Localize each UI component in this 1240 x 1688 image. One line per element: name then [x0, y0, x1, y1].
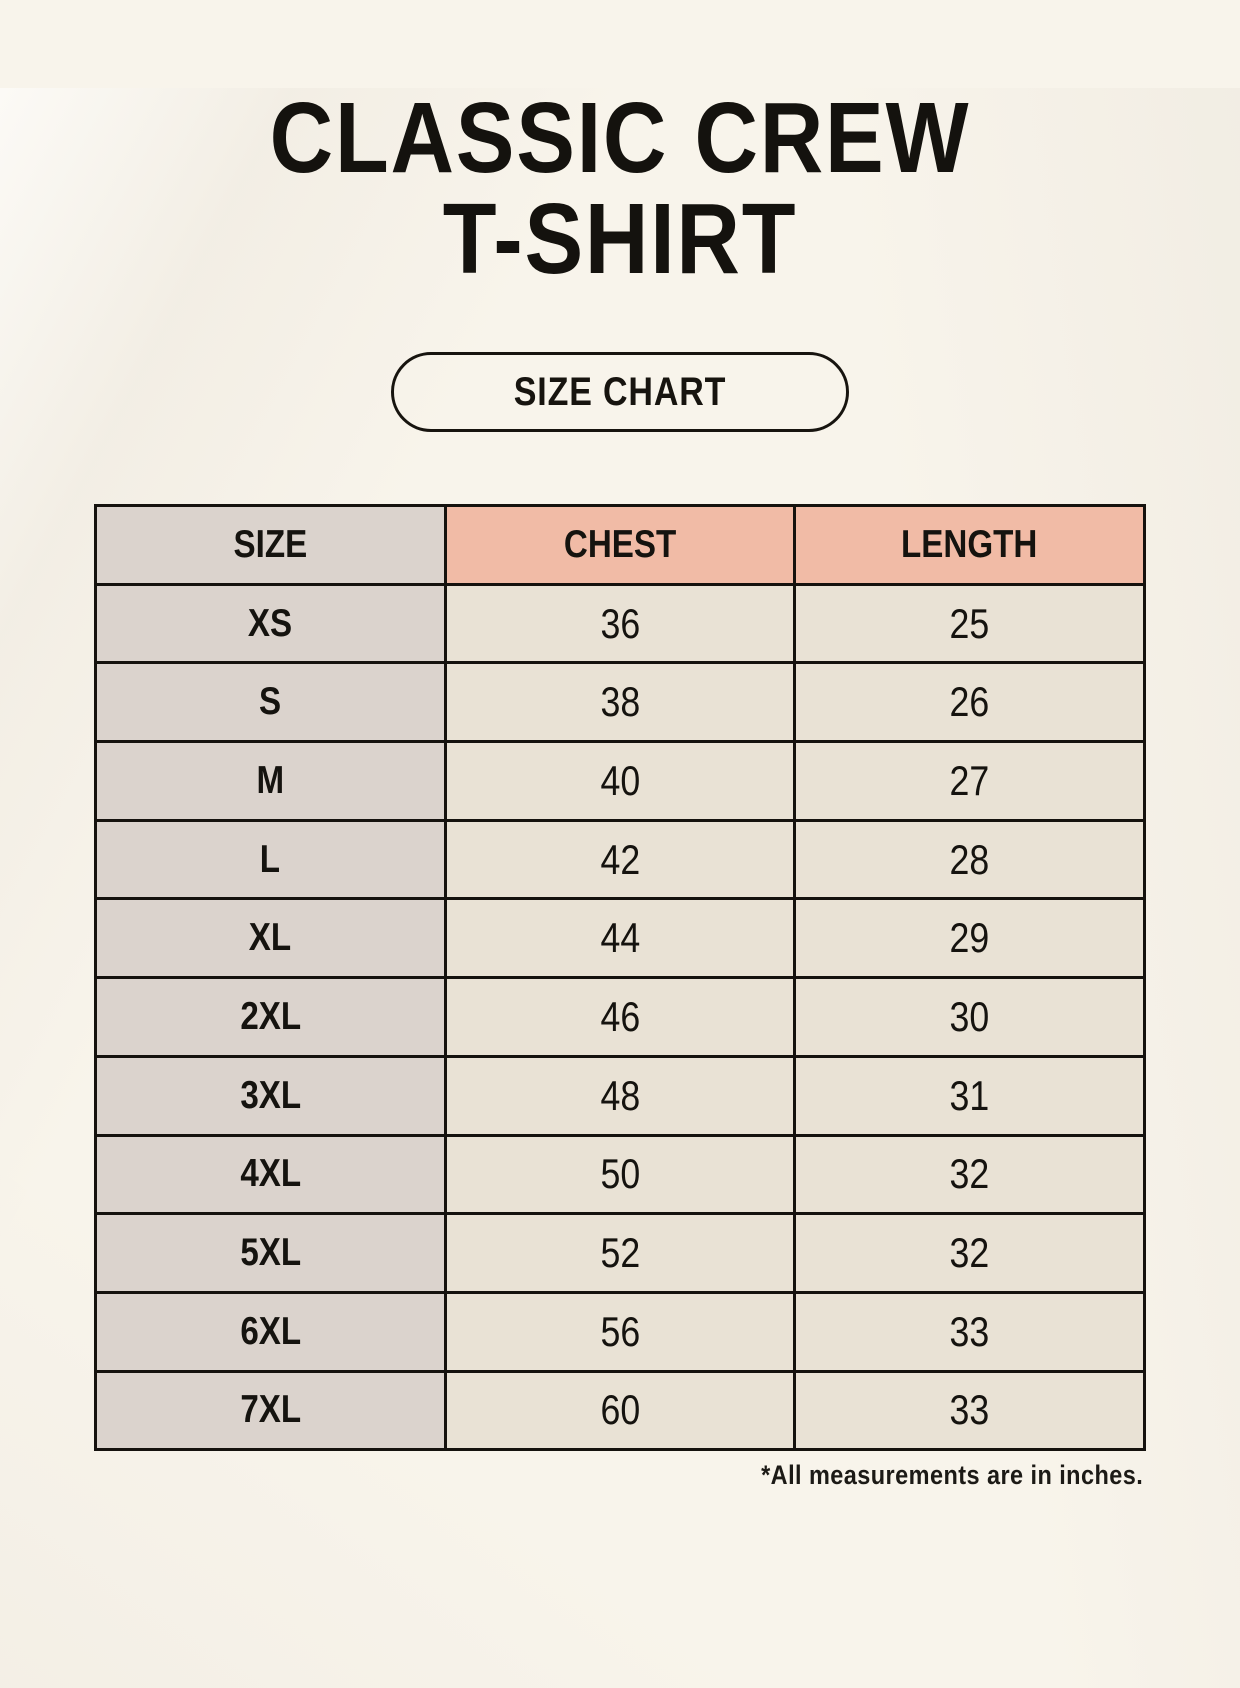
length-value: 31	[949, 1071, 990, 1119]
size-cell: 6XL	[94, 1290, 447, 1373]
size-cell: L	[94, 818, 447, 901]
chest-value: 56	[600, 1307, 640, 1355]
table-header-row: SIZE CHEST LENGTH	[94, 504, 1146, 586]
length-value: 25	[949, 599, 990, 647]
length-value: 32	[949, 1150, 990, 1198]
size-cell: 7XL	[94, 1369, 447, 1452]
chest-cell: 36	[443, 582, 797, 665]
size-cell: 4XL	[94, 1133, 447, 1216]
chest-value: 50	[600, 1150, 640, 1198]
column-header-size: SIZE	[94, 504, 447, 586]
page-title-line-2: T-SHIRT	[442, 183, 798, 295]
table-row: 4XL 50 32	[94, 1133, 1146, 1216]
chest-cell: 48	[443, 1054, 797, 1137]
size-label: XS	[248, 601, 293, 645]
chest-value: 40	[600, 756, 640, 804]
size-chart-button-label: SIZE CHART	[513, 370, 727, 414]
table-row: 6XL 56 33	[94, 1290, 1146, 1373]
size-cell: S	[94, 661, 447, 744]
length-value: 32	[949, 1229, 990, 1277]
chest-value: 36	[600, 599, 640, 647]
length-cell: 31	[793, 1054, 1146, 1137]
size-label: 6XL	[239, 1309, 301, 1353]
chest-cell: 38	[443, 661, 797, 744]
measurements-footnote-text: *All measurements are in inches.	[761, 1460, 1144, 1491]
chest-value: 60	[600, 1386, 640, 1434]
table-row: L 42 28	[94, 818, 1146, 901]
chest-cell: 60	[443, 1369, 797, 1452]
length-cell: 33	[793, 1369, 1146, 1452]
size-cell: XL	[94, 897, 447, 980]
length-cell: 32	[793, 1212, 1146, 1294]
chest-value: 44	[600, 914, 640, 962]
length-value: 29	[949, 914, 990, 962]
length-value: 26	[949, 678, 990, 726]
size-label: L	[260, 837, 281, 881]
size-cell: 5XL	[94, 1212, 447, 1294]
column-header-length: LENGTH	[793, 504, 1146, 586]
table-row: S 38 26	[94, 661, 1146, 744]
size-label: 2XL	[239, 994, 301, 1038]
size-chart-button[interactable]: SIZE CHART	[391, 352, 849, 432]
chest-value: 42	[600, 835, 640, 883]
size-label: M	[256, 758, 285, 802]
length-cell: 33	[793, 1290, 1146, 1373]
length-value: 33	[949, 1307, 990, 1355]
size-cell: 3XL	[94, 1054, 447, 1137]
chest-cell: 46	[443, 976, 797, 1058]
column-header-chest-label: CHEST	[563, 522, 677, 566]
length-value: 28	[949, 835, 990, 883]
table-row: 5XL 52 32	[94, 1212, 1146, 1294]
chest-value: 38	[600, 678, 640, 726]
column-header-size-label: SIZE	[233, 522, 308, 566]
length-cell: 28	[793, 818, 1146, 901]
size-cell: XS	[94, 582, 447, 665]
page-title-line-1: CLASSIC CREW	[269, 82, 971, 194]
table-row: XL 44 29	[94, 897, 1146, 980]
chest-cell: 42	[443, 818, 797, 901]
chest-value: 46	[600, 992, 640, 1040]
page-title: CLASSIC CREW T-SHIRT	[0, 88, 1240, 290]
size-label: S	[259, 680, 282, 724]
size-label: 5XL	[239, 1231, 301, 1275]
chest-value: 52	[600, 1229, 640, 1277]
size-cell: 2XL	[94, 976, 447, 1058]
chest-value: 48	[600, 1071, 640, 1119]
length-cell: 27	[793, 740, 1146, 822]
chest-cell: 52	[443, 1212, 797, 1294]
length-value: 30	[949, 992, 990, 1040]
chest-cell: 44	[443, 897, 797, 980]
chest-cell: 56	[443, 1290, 797, 1373]
size-cell: M	[94, 740, 447, 822]
length-cell: 30	[793, 976, 1146, 1058]
table-row: 2XL 46 30	[94, 976, 1146, 1058]
length-cell: 32	[793, 1133, 1146, 1216]
column-header-length-label: LENGTH	[901, 522, 1038, 566]
measurements-footnote: *All measurements are in inches.	[97, 1460, 1144, 1491]
length-cell: 26	[793, 661, 1146, 744]
size-label: XL	[249, 916, 292, 960]
chest-cell: 40	[443, 740, 797, 822]
size-label: 7XL	[239, 1388, 301, 1432]
table-row: XS 36 25	[94, 582, 1146, 665]
size-label: 3XL	[239, 1073, 301, 1117]
table-row: 7XL 60 33	[94, 1369, 1146, 1452]
length-cell: 29	[793, 897, 1146, 980]
length-value: 33	[949, 1386, 990, 1434]
column-header-chest: CHEST	[443, 504, 797, 586]
length-value: 27	[949, 756, 990, 804]
size-label: 4XL	[239, 1152, 301, 1196]
chest-cell: 50	[443, 1133, 797, 1216]
size-chart-table: SIZE CHEST LENGTH XS 36 25 S 38 26 M 40 …	[94, 504, 1146, 1452]
size-chart-page: CLASSIC CREW T-SHIRT SIZE CHART SIZE CHE…	[0, 88, 1240, 1688]
size-chart-button-row: SIZE CHART	[0, 352, 1240, 432]
table-row: 3XL 48 31	[94, 1054, 1146, 1137]
table-row: M 40 27	[94, 740, 1146, 822]
length-cell: 25	[793, 582, 1146, 665]
